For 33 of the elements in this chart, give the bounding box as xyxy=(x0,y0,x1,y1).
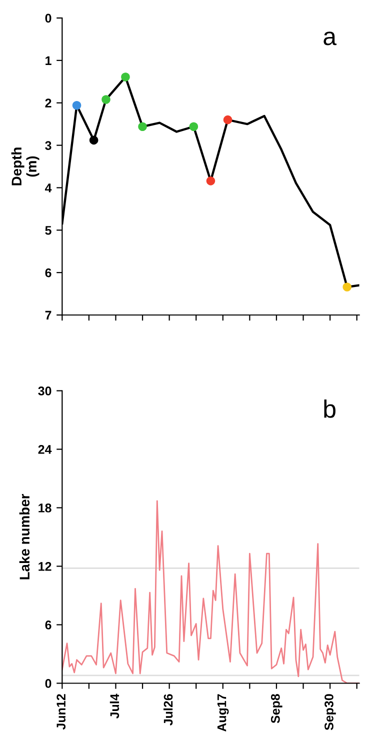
point xyxy=(89,136,98,145)
x-tick-label: Jul4 xyxy=(110,694,120,718)
y-tick-label: 6 xyxy=(45,268,52,278)
point xyxy=(138,122,147,132)
y-tick-label: 1 xyxy=(46,56,52,65)
y-tick-label: 4 xyxy=(44,184,52,192)
y-tick-label: 2 xyxy=(45,98,52,108)
y-tick-label: 7 xyxy=(45,310,52,320)
annotation: a xyxy=(324,32,337,46)
point xyxy=(206,176,216,186)
point xyxy=(102,95,110,104)
annotation: b xyxy=(324,400,336,418)
y-tick-label: 3 xyxy=(45,141,52,150)
x-tick-label: Jul26 xyxy=(163,694,173,726)
point xyxy=(223,115,232,124)
x-tick-label: Jun12 xyxy=(56,694,66,730)
point xyxy=(72,101,82,110)
point xyxy=(121,72,130,82)
x-tick-label: Aug17 xyxy=(217,694,229,732)
y-tick-label: 0 xyxy=(45,679,52,688)
y-axis-title: Lake number xyxy=(19,494,30,580)
x-tick-label: Sep30 xyxy=(324,694,336,730)
point xyxy=(189,122,198,132)
y-tick-label: 12 xyxy=(38,562,52,571)
y-tick-label: 30 xyxy=(38,386,52,396)
y-tick-label: 24 xyxy=(38,445,52,454)
point xyxy=(342,282,352,292)
y-tick-label: 18 xyxy=(38,504,52,512)
y-tick-label: 0 xyxy=(45,14,52,23)
x-tick-label: Sep8 xyxy=(270,694,282,724)
y-tick-label: 6 xyxy=(45,620,52,630)
y-axis-title: Depth (m) xyxy=(11,148,40,186)
y-tick-label: 5 xyxy=(45,226,52,235)
